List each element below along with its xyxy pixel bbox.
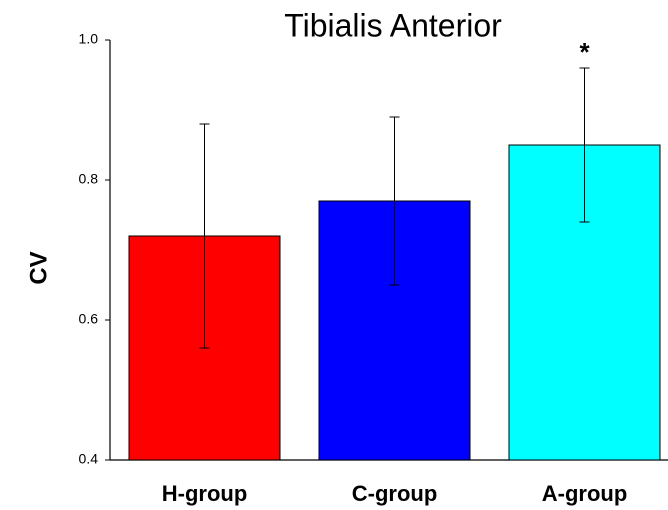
error-bar <box>579 67 590 223</box>
error-bar <box>389 116 400 286</box>
x-tick-label: A-group <box>542 481 628 506</box>
y-tick-label: 0.8 <box>79 171 99 187</box>
significance-marker: * <box>579 37 590 67</box>
x-tick-label: C-group <box>352 481 438 506</box>
x-tick-label: H-group <box>162 481 248 506</box>
y-axis-label: CV <box>25 251 52 284</box>
y-tick-label: 0.6 <box>79 311 99 327</box>
error-bar <box>199 123 210 349</box>
chart-title: Tibialis Anterior <box>284 7 502 43</box>
y-tick-label: 1.0 <box>79 31 99 47</box>
y-tick-label: 0.4 <box>79 451 99 467</box>
